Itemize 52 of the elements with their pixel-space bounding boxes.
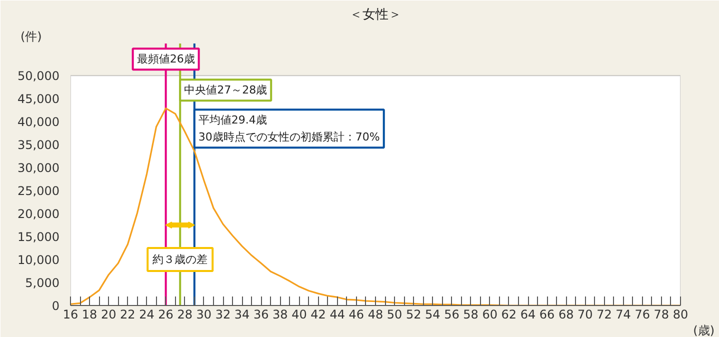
y-tick-label: 0 (52, 299, 60, 313)
x-tick-label: 52 (406, 308, 422, 322)
x-tick-label: 66 (539, 308, 555, 322)
x-tick-label: 18 (82, 308, 98, 322)
x-tick-label: 32 (215, 308, 231, 322)
x-tick-label: 64 (520, 308, 536, 322)
x-tick-label: 34 (234, 308, 250, 322)
x-tick-label: 30 (196, 308, 212, 322)
x-axis-title: (歳) (693, 324, 715, 337)
x-tick-label: 22 (120, 308, 136, 322)
x-tick-label: 40 (292, 308, 307, 322)
x-tick-label: 46 (348, 308, 364, 322)
annotation: 約３歳の差 (152, 253, 208, 266)
x-tick-label: 56 (444, 308, 460, 322)
x-tick-label: 28 (177, 308, 193, 322)
x-tick-label: 62 (501, 308, 517, 322)
x-tick-label: 74 (616, 308, 631, 322)
ref-line-label: 最頻値26歳 (136, 52, 195, 66)
x-tick-label: 58 (463, 308, 478, 322)
x-tick-label: 42 (310, 308, 326, 322)
x-tick-label: 72 (596, 308, 612, 322)
x-tick-label: 20 (100, 308, 116, 322)
x-tick-label: 70 (578, 308, 593, 322)
x-tick-label: 44 (330, 308, 346, 322)
x-tick-label: 16 (62, 308, 78, 322)
y-tick-label: 30,000 (18, 161, 60, 176)
y-tick-label: 35,000 (18, 138, 60, 152)
y-tick-label: 45,000 (18, 92, 60, 106)
y-axis-title: (件) (20, 30, 42, 44)
y-tick-label: 5,000 (25, 276, 60, 290)
x-tick-label: 38 (272, 308, 288, 322)
x-tick-label: 24 (139, 308, 154, 322)
x-tick-label: 48 (368, 308, 384, 322)
chart-title: ＜女性＞ (350, 8, 402, 22)
x-tick-label: 54 (425, 308, 440, 322)
y-tick-label: 40,000 (18, 115, 60, 130)
x-tick-label: 68 (558, 308, 574, 322)
y-tick-label: 10,000 (18, 253, 60, 268)
x-tick-label: 76 (634, 308, 650, 322)
line-series (70, 108, 680, 306)
x-tick-label: 26 (158, 308, 174, 322)
y-tick-label: 15,000 (18, 230, 60, 244)
y-tick-label: 50,000 (18, 69, 60, 84)
y-tick-label: 25,000 (18, 184, 60, 198)
x-tick-label: 50 (386, 308, 402, 322)
x-tick-label: 60 (482, 308, 498, 322)
x-tick-label: 36 (253, 308, 269, 322)
y-tick-label: 20,000 (18, 207, 60, 222)
x-tick-label: 78 (654, 308, 670, 322)
ref-line-label: 平均値29.4歳 30歳時点での女性の初婚累計：70% (198, 114, 380, 144)
ref-line-label: 中央値27～28歳 (184, 84, 268, 97)
x-tick-label: 80 (672, 308, 688, 322)
